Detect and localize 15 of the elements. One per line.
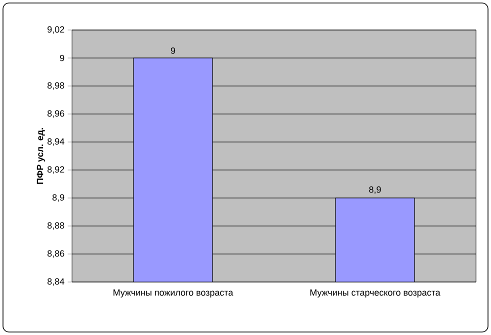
y-tick-label: 8,94 — [48, 138, 64, 146]
y-tick-label: 8,96 — [48, 110, 64, 118]
y-tick-label: 8,9 — [52, 194, 64, 202]
data-label: 8,9 — [369, 186, 381, 194]
data-label: 9 — [170, 47, 176, 54]
y-tick-label: 8,86 — [48, 250, 64, 258]
y-axis-title: ПФР усл. ед. — [36, 128, 45, 184]
x-tick-label: Мужчины старческого возраста — [310, 289, 440, 298]
y-tick-label: 8,88 — [48, 222, 64, 230]
y-tick-label: 9,02 — [48, 26, 64, 34]
y-tick-label: 8,98 — [48, 82, 64, 90]
x-tick-label: Мужчины пожилого возраста — [114, 289, 234, 298]
y-tick-label: 8,92 — [48, 166, 64, 174]
y-tick-label: 9 — [60, 54, 64, 62]
y-tick-label: 8,84 — [48, 278, 64, 286]
